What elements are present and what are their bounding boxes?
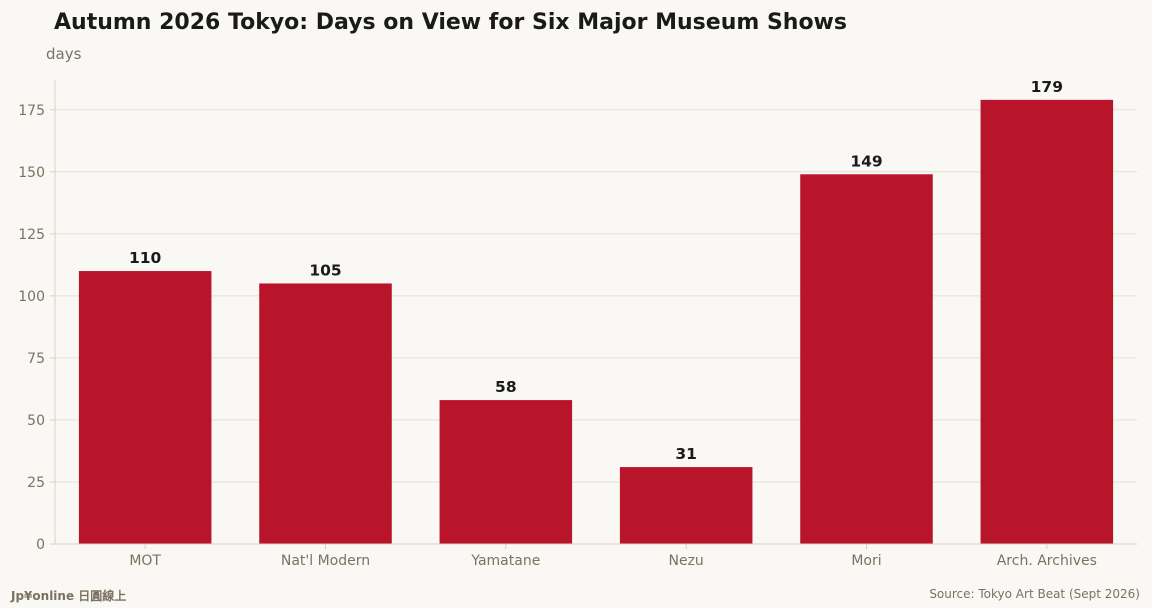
x-tick-label: Nat'l Modern (281, 553, 370, 569)
x-tick-label: MOT (129, 553, 161, 569)
bar-3 (619, 467, 753, 544)
y-tick-label: 50 (27, 413, 45, 429)
y-tick-label: 100 (18, 289, 45, 305)
gridlines (55, 109, 1137, 483)
x-tick-label: Arch. Archives (997, 553, 1097, 569)
bar-5 (980, 99, 1114, 544)
data-label: 105 (309, 261, 341, 279)
bar-0 (78, 271, 212, 544)
footer-brand: Jp¥online 日圓線上 (11, 589, 127, 603)
axes: 0 25 50 75 100 125 150 175 MOT Nat'l Modern Yamata… (18, 80, 1137, 569)
footer-source: Source: Tokyo Art Beat (Sept 2026) (929, 587, 1140, 601)
data-label: 110 (129, 249, 162, 267)
bars (78, 99, 1114, 545)
y-tick-label: 75 (27, 351, 45, 367)
x-tick-label: Nezu (669, 553, 704, 569)
data-label: 149 (850, 152, 882, 170)
y-tick-label: 175 (18, 103, 45, 119)
data-label: 31 (675, 445, 697, 463)
y-tick-label: 25 (27, 475, 45, 491)
bar-1 (259, 283, 392, 544)
y-tick-label: 125 (18, 227, 45, 243)
data-labels: 110 105 58 31 149 179 (129, 78, 1063, 463)
bar-2 (439, 400, 573, 544)
chart-title: Autumn 2026 Tokyo: Days on View for Six … (54, 10, 847, 35)
x-tick-label: Yamatane (470, 553, 540, 569)
data-label: 58 (495, 378, 517, 396)
data-label: 179 (1031, 78, 1063, 96)
y-tick-label: 0 (36, 537, 45, 553)
bar-4 (800, 174, 933, 545)
x-tick-label: Mori (851, 553, 881, 569)
y-tick-label: 150 (18, 165, 45, 181)
y-axis-unit-label: days (46, 45, 82, 63)
